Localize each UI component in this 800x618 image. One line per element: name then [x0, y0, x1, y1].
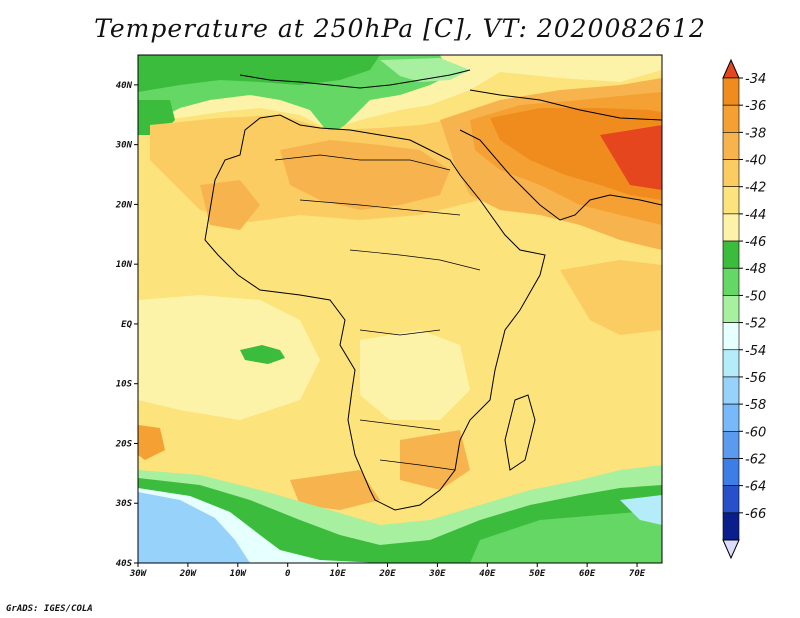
colorbar-swatch: [722, 213, 740, 242]
lon-tick-label: 0: [285, 569, 291, 579]
colorbar-swatch: [722, 485, 740, 514]
colorbar-label: -40: [745, 154, 766, 169]
lon-tick-label: 20E: [378, 569, 396, 579]
colorbar-label: -42: [745, 181, 766, 196]
coastlines: [204, 69, 662, 511]
colorbar-swatch: [722, 132, 740, 160]
colorbar-label: -56: [745, 371, 766, 386]
colorbar-swatch: [722, 376, 740, 405]
colorbar-label: -38: [745, 126, 766, 141]
credit-text: GrADS: IGES/COLA: [6, 604, 93, 614]
colorbar-swatch: [722, 77, 740, 106]
latitude-axis: 40N 30N 20N 10N EQ 10S 20S 30S 40S: [115, 81, 138, 569]
colorbar-label: -58: [745, 398, 766, 413]
lat-tick-label: 30N: [115, 141, 133, 151]
lat-tick-label: 20N: [115, 200, 133, 210]
lon-tick-label: 40E: [479, 569, 496, 579]
lon-tick-label: 20W: [179, 569, 198, 579]
colorbar-swatch: [722, 458, 740, 486]
colorbar-label: -34: [745, 72, 766, 87]
colorbar-swatch: [722, 159, 740, 188]
colorbar-label: -62: [745, 452, 766, 467]
colorbar-label: -54: [745, 344, 766, 359]
longitude-axis: 30W 20W 10W 0 10E 20E 30E 40E 50E 60E 70E: [129, 563, 646, 579]
colorbar: -34 -36 -38 -40 -42 -44 -46 -48 -50 -52 -54 -56 -58 -…: [722, 58, 766, 560]
colorbar-swatch: [722, 295, 740, 323]
colorbar-swatch: [722, 267, 740, 296]
colorbar-label: -64: [745, 480, 766, 495]
colorbar-label: -36: [745, 99, 766, 114]
colorbar-swatch: [722, 322, 740, 351]
colorbar-swatch: [722, 430, 740, 459]
colorbar-swatch: [722, 512, 740, 541]
map-title: Temperature at 250hPa [C], VT: 202008261…: [94, 14, 706, 43]
lon-tick-label: 30W: [129, 569, 148, 579]
colorbar-swatch: [722, 186, 740, 215]
lat-tick-label: 40S: [116, 559, 133, 569]
lat-tick-label: 10S: [116, 380, 133, 390]
lat-tick-label: 40N: [116, 81, 133, 91]
lon-tick-label: 10W: [230, 569, 248, 579]
colorbar-label: -60: [745, 425, 766, 440]
colorbar-label: -44: [745, 208, 766, 223]
lon-tick-label: 30E: [428, 569, 446, 579]
plot-frame: [137, 54, 663, 564]
colorbar-label: -66: [745, 507, 766, 522]
lon-tick-label: 50E: [529, 569, 546, 579]
colorbar-swatch: [722, 349, 740, 378]
lat-tick-label: EQ: [121, 320, 132, 330]
colorbar-top-arrow: [722, 58, 740, 79]
colorbar-swatch: [722, 403, 740, 432]
colorbar-bottom-arrow: [722, 539, 740, 560]
lon-tick-label: 60E: [579, 569, 596, 579]
lat-tick-label: 20S: [115, 439, 133, 449]
lon-tick-label: 70E: [629, 569, 646, 579]
colorbar-swatch: [722, 104, 740, 133]
temperature-field: [138, 55, 662, 563]
colorbar-label: -50: [745, 289, 766, 304]
lat-tick-label: 10N: [116, 260, 133, 270]
lat-tick-label: 30S: [115, 499, 133, 509]
colorbar-swatch: [722, 240, 740, 269]
colorbar-label: -48: [745, 262, 766, 277]
colorbar-label: -52: [745, 317, 766, 332]
colorbar-label: -46: [745, 235, 766, 250]
lon-tick-label: 10E: [329, 569, 346, 579]
